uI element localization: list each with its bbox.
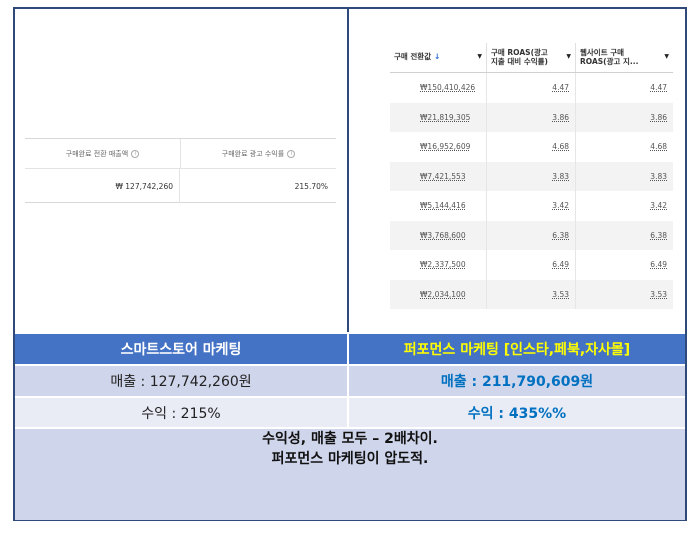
smartstore-profit: 수익 : 215%	[15, 398, 349, 427]
table-row: ₩5,144,416 3.42 3.42	[390, 191, 673, 221]
comparison-header-row: 스마트스토어 마케팅 퍼포먼스 마케팅 [인스타,페북,자사몰]	[15, 334, 685, 364]
smartstore-report-table: 구매완료 전환 매출액 i 구매완료 광고 수익률 i ₩ 127,742,26…	[25, 138, 336, 203]
website-roas-cell[interactable]: 3.53	[650, 289, 667, 299]
smartstore-sales: 매출 : 127,742,260원	[15, 366, 349, 396]
purchase-value-cell[interactable]: ₩16,952,609	[390, 132, 487, 162]
chevron-down-icon[interactable]: ▼	[664, 53, 669, 61]
conversion-sales-header: 구매완료 전환 매출액 i	[25, 139, 181, 168]
table-row: ₩3,768,600 6.38 6.38	[390, 220, 673, 250]
summary-line-2: 퍼포먼스 마케팅이 압도적.	[271, 451, 429, 468]
purchase-roas-cell[interactable]: 4.47	[487, 73, 576, 103]
website-roas-cell[interactable]: 4.68	[650, 142, 667, 152]
chevron-down-icon[interactable]: ▼	[477, 53, 482, 61]
purchase-value-cell[interactable]: ₩7,421,553	[390, 161, 487, 191]
comparison-table: 스마트스토어 마케팅 퍼포먼스 마케팅 [인스타,페북,자사몰] 매출 : 12…	[15, 334, 685, 520]
website-roas-column-header[interactable]: 웹사이트 구매 ROAS(광고 지... ▼	[580, 47, 669, 66]
smartstore-table-header: 구매완료 전환 매출액 i 구매완료 광고 수익률 i	[25, 139, 336, 169]
purchase-value-cell[interactable]: ₩3,768,600	[390, 220, 487, 250]
website-roas-cell[interactable]: 3.86	[650, 112, 667, 122]
sales-row: 매출 : 127,742,260원 매출 : 211,790,609원	[15, 364, 685, 396]
table-row: ₩21,819,305 3.86 3.86	[390, 102, 673, 132]
purchase-roas-cell[interactable]: 3.86	[487, 102, 576, 132]
purchase-value-column-header[interactable]: 구매 전환값 ↓ ▼	[390, 43, 487, 72]
ads-manager-screenshot: 구매 전환값 ↓ ▼ 구매 ROAS(광고 지출 대비 수익률) ▼ 웹사이트 구…	[351, 9, 685, 332]
ads-table-header: 구매 전환값 ↓ ▼ 구매 ROAS(광고 지출 대비 수익률) ▼ 웹사이트 구…	[390, 43, 673, 73]
ads-results-table: 구매 전환값 ↓ ▼ 구매 ROAS(광고 지출 대비 수익률) ▼ 웹사이트 구…	[390, 43, 673, 309]
smartstore-title: 스마트스토어 마케팅	[15, 334, 349, 364]
purchase-value-cell[interactable]: ₩150,410,426	[390, 73, 487, 103]
sort-down-arrow-icon: ↓	[434, 52, 441, 62]
table-row: ₩2,337,500 6.49 6.49	[390, 250, 673, 280]
conversion-sales-value: ₩ 127,742,260	[25, 169, 180, 203]
purchase-value-cell[interactable]: ₩2,337,500	[390, 250, 487, 280]
info-icon[interactable]: i	[131, 149, 140, 158]
performance-sales: 매출 : 211,790,609원	[440, 374, 594, 390]
website-roas-cell[interactable]: 6.38	[650, 230, 667, 240]
purchase-value-cell[interactable]: ₩5,144,416	[390, 191, 487, 221]
chevron-down-icon[interactable]: ▼	[566, 53, 571, 61]
ad-return-header: 구매완료 광고 수익률 i	[181, 139, 336, 168]
website-roas-cell[interactable]: 4.47	[650, 83, 667, 93]
purchase-value-cell[interactable]: ₩2,034,100	[390, 279, 487, 309]
summary-box: 수익성, 매출 모두 – 2배차이. 퍼포먼스 마케팅이 압도적.	[15, 427, 685, 520]
table-row: ₩150,410,426 4.47 4.47	[390, 73, 673, 103]
website-roas-cell[interactable]: 3.42	[650, 201, 667, 211]
purchase-roas-cell[interactable]: 6.49	[487, 250, 576, 280]
profit-row: 수익 : 215% 수익 : 435%%	[15, 396, 685, 427]
table-row: ₩2,034,100 3.53 3.53	[390, 279, 673, 309]
performance-profit: 수익 : 435%%	[467, 405, 567, 422]
purchase-roas-column-header[interactable]: 구매 ROAS(광고 지출 대비 수익률) ▼	[487, 43, 576, 72]
smartstore-table-row: ₩ 127,742,260 215.70%	[25, 169, 336, 203]
purchase-roas-cell[interactable]: 3.42	[487, 191, 576, 221]
website-roas-cell[interactable]: 3.83	[650, 171, 667, 181]
smartstore-screenshot: 구매완료 전환 매출액 i 구매완료 광고 수익률 i ₩ 127,742,26…	[15, 9, 349, 332]
purchase-roas-cell[interactable]: 4.68	[487, 132, 576, 162]
info-icon[interactable]: i	[287, 149, 296, 158]
performance-title: 퍼포먼스 마케팅 [인스타,페북,자사몰]	[403, 342, 631, 358]
purchase-value-cell[interactable]: ₩21,819,305	[390, 102, 487, 132]
website-roas-cell[interactable]: 6.49	[650, 260, 667, 270]
purchase-roas-cell[interactable]: 3.83	[487, 161, 576, 191]
ads-table-body: ₩150,410,426 4.47 4.47 ₩21,819,305 3.86 3.86 ₩…	[390, 73, 673, 309]
purchase-roas-cell[interactable]: 6.38	[487, 220, 576, 250]
outer-frame	[13, 7, 687, 521]
summary-line-1: 수익성, 매출 모두 – 2배차이.	[262, 431, 438, 447]
table-row: ₩7,421,553 3.83 3.83	[390, 161, 673, 191]
ad-return-value: 215.70%	[294, 181, 328, 191]
purchase-roas-cell[interactable]: 3.53	[487, 279, 576, 309]
table-row: ₩16,952,609 4.68 4.68	[390, 132, 673, 162]
